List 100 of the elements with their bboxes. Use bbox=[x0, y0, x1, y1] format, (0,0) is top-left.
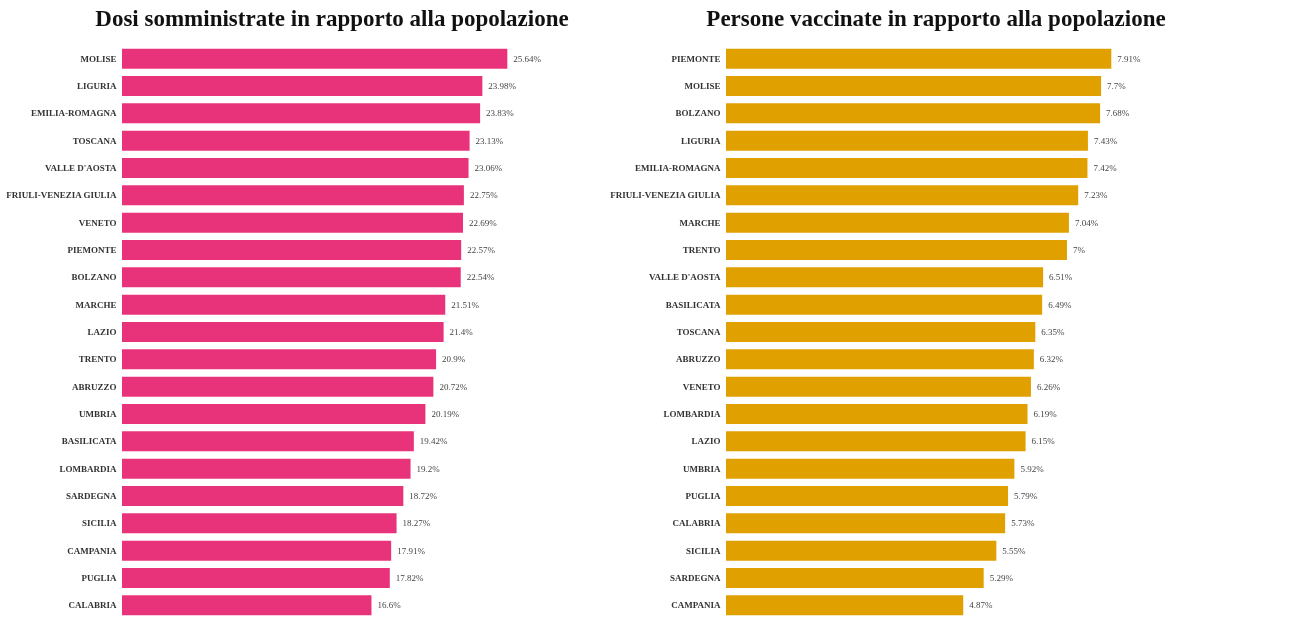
bar bbox=[122, 458, 411, 479]
data-label: 5.79% bbox=[1014, 491, 1038, 501]
y-tick-label: EMILIA-ROMAGNA bbox=[31, 108, 117, 119]
data-label: 21.4% bbox=[449, 327, 474, 337]
bar bbox=[726, 48, 1112, 69]
data-label: 22.75% bbox=[469, 190, 499, 201]
y-tick-label: LOMBARDIA bbox=[663, 409, 721, 419]
y-tick-label: TRENTO bbox=[682, 245, 721, 255]
y-tick-label: VENETO bbox=[78, 217, 117, 228]
y-tick-label: UMBRIA bbox=[79, 409, 117, 419]
data-label: 23.83% bbox=[486, 108, 515, 119]
data-label: 6.32% bbox=[1039, 354, 1064, 365]
bar bbox=[726, 568, 984, 588]
y-tick-label: LIGURIA bbox=[76, 81, 117, 91]
data-label: 22.57% bbox=[467, 245, 496, 255]
data-label: 4.87% bbox=[969, 600, 993, 611]
y-tick-label: SICILIA bbox=[81, 518, 117, 529]
data-label: 23.98% bbox=[488, 81, 517, 91]
bar bbox=[122, 513, 397, 534]
y-tick-label: CALABRIA bbox=[672, 518, 721, 529]
chart-title: Persone vaccinate in rapporto alla popolazione bbox=[706, 6, 1166, 31]
bar bbox=[726, 404, 1028, 424]
data-label: 16.6% bbox=[377, 600, 402, 611]
y-tick-label: SICILIA bbox=[685, 545, 721, 556]
bar bbox=[122, 130, 470, 151]
data-label: 6.15% bbox=[1031, 436, 1056, 447]
y-tick-label: BOLZANO bbox=[71, 272, 117, 283]
bar bbox=[122, 322, 444, 342]
data-label: 19.42% bbox=[419, 436, 449, 447]
data-label: 5.55% bbox=[1002, 545, 1027, 556]
bar bbox=[122, 212, 463, 233]
y-tick-label: ABRUZZO bbox=[675, 354, 721, 365]
data-label: 20.9% bbox=[442, 354, 466, 365]
y-tick-label: MOLISE bbox=[80, 53, 117, 64]
y-tick-label: MARCHE bbox=[75, 299, 117, 310]
data-label: 7.68% bbox=[1106, 108, 1130, 119]
data-label: 6.19% bbox=[1033, 409, 1058, 419]
bar bbox=[122, 48, 508, 69]
y-tick-label: ABRUZZO bbox=[71, 381, 117, 392]
bar bbox=[726, 458, 1015, 479]
bar bbox=[122, 267, 461, 288]
bar bbox=[726, 376, 1031, 397]
bar bbox=[122, 595, 372, 616]
data-label: 7.43% bbox=[1093, 135, 1118, 146]
bar bbox=[726, 267, 1044, 288]
bar bbox=[122, 540, 392, 561]
chart-title: Dosi somministrate in rapporto alla popolazione bbox=[95, 6, 569, 31]
bar bbox=[726, 76, 1102, 96]
y-tick-label: SARDEGNA bbox=[65, 491, 117, 501]
bar bbox=[122, 294, 446, 315]
data-label: 7.23% bbox=[1084, 190, 1108, 201]
data-label: 7.04% bbox=[1074, 217, 1099, 228]
y-tick-label: CALABRIA bbox=[68, 600, 117, 611]
bar bbox=[726, 103, 1101, 124]
bar bbox=[122, 103, 481, 124]
bar bbox=[122, 240, 462, 260]
data-label: 6.35% bbox=[1041, 327, 1066, 337]
data-label: 21.51% bbox=[451, 299, 480, 310]
data-label: 6.51% bbox=[1049, 272, 1073, 283]
data-label: 22.54% bbox=[466, 272, 495, 283]
bar bbox=[726, 540, 997, 561]
bar bbox=[726, 130, 1088, 151]
data-label: 23.06% bbox=[474, 163, 503, 173]
bar bbox=[122, 404, 426, 424]
y-tick-label: LOMBARDIA bbox=[59, 463, 117, 474]
y-tick-label: PIEMONTE bbox=[67, 245, 117, 255]
y-tick-label: TOSCANA bbox=[72, 135, 117, 146]
y-tick-label: VALLE D'AOSTA bbox=[649, 272, 721, 283]
y-tick-label: TRENTO bbox=[78, 354, 117, 365]
y-tick-label: PUGLIA bbox=[81, 573, 117, 583]
data-label: 6.26% bbox=[1036, 381, 1061, 392]
y-tick-label: VALLE D'AOSTA bbox=[45, 163, 117, 173]
bar bbox=[726, 240, 1067, 260]
data-label: 5.73% bbox=[1011, 518, 1035, 529]
y-tick-label: VENETO bbox=[682, 381, 721, 392]
y-tick-label: LIGURIA bbox=[680, 135, 721, 146]
data-label: 7% bbox=[1072, 245, 1086, 255]
data-label: 7.42% bbox=[1093, 163, 1118, 173]
y-tick-label: PUGLIA bbox=[685, 491, 721, 501]
y-tick-label: CAMPANIA bbox=[671, 600, 721, 611]
data-label: 5.29% bbox=[989, 573, 1014, 583]
bar bbox=[726, 349, 1034, 370]
data-label: 17.82% bbox=[395, 573, 425, 583]
data-label: 20.72% bbox=[439, 381, 468, 392]
data-label: 25.64% bbox=[513, 53, 542, 64]
data-label: 17.91% bbox=[397, 545, 426, 556]
bar bbox=[122, 431, 414, 452]
bar bbox=[122, 568, 390, 588]
bar bbox=[122, 158, 469, 178]
data-label: 6.49% bbox=[1048, 299, 1072, 310]
bar bbox=[726, 294, 1043, 315]
bar bbox=[122, 76, 483, 96]
y-tick-label: FRIULI-VENEZIA GIULIA bbox=[610, 190, 721, 201]
data-label: 20.19% bbox=[431, 409, 460, 419]
data-label: 18.72% bbox=[409, 491, 438, 501]
bar bbox=[726, 212, 1069, 233]
bar bbox=[726, 158, 1088, 178]
bar bbox=[122, 185, 464, 206]
bar bbox=[726, 431, 1026, 452]
bar bbox=[122, 376, 434, 397]
